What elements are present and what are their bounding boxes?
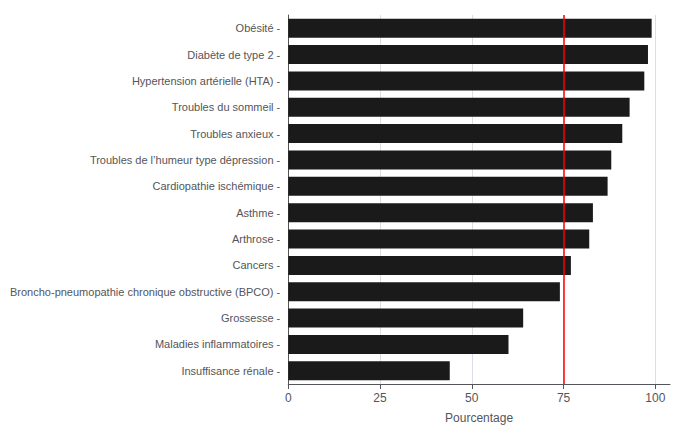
svg-text:Maladies inflammatoires -: Maladies inflammatoires - — [155, 338, 281, 350]
svg-text:50: 50 — [465, 391, 479, 405]
svg-text:Obésité -: Obésité - — [236, 22, 281, 34]
svg-text:Troubles de l’humeur type dépr: Troubles de l’humeur type dépression - — [90, 154, 281, 166]
svg-text:75: 75 — [557, 391, 571, 405]
svg-text:Diabète de type 2 -: Diabète de type 2 - — [187, 49, 280, 61]
svg-text:Troubles du sommeil -: Troubles du sommeil - — [172, 101, 281, 113]
svg-text:Pourcentage: Pourcentage — [445, 411, 513, 425]
svg-text:Cancers -: Cancers - — [233, 259, 281, 271]
svg-text:Cardiopathie ischémique -: Cardiopathie ischémique - — [152, 180, 280, 192]
svg-text:Arthrose -: Arthrose - — [232, 233, 281, 245]
svg-text:0: 0 — [285, 391, 292, 405]
svg-text:Asthme -: Asthme - — [236, 207, 280, 219]
svg-text:Grossesse -: Grossesse - — [221, 312, 281, 324]
svg-text:Broncho-pneumopathie chronique: Broncho-pneumopathie chronique obstructi… — [10, 286, 281, 298]
svg-text:25: 25 — [373, 391, 387, 405]
svg-text:100: 100 — [645, 391, 665, 405]
svg-text:Insuffisance rénale -: Insuffisance rénale - — [181, 365, 280, 377]
svg-text:Troubles anxieux -: Troubles anxieux - — [190, 128, 280, 140]
svg-text:Hypertension artérielle (HTA): Hypertension artérielle (HTA) - — [132, 75, 281, 87]
